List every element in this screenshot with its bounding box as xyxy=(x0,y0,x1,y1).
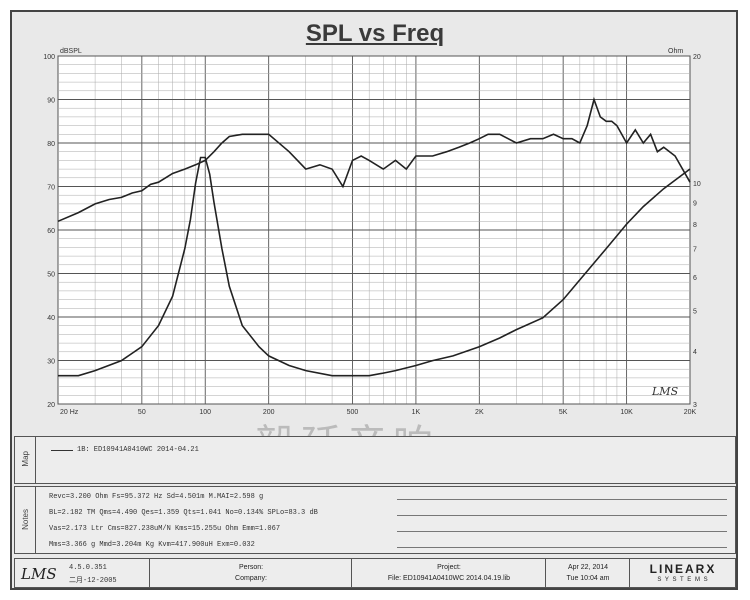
y-right-tick-label: 10 xyxy=(693,181,701,188)
y-left-tick-label: 70 xyxy=(47,185,55,192)
legend-entry: 1B: ED10941A0410WC 2014-04.21 xyxy=(77,446,199,454)
param-line-3: Vas=2.173 Ltr Cms=827.238uM/N Kms=15.255… xyxy=(49,525,281,533)
person-label: Person: xyxy=(238,564,264,571)
y-right-tick-label: 7 xyxy=(693,247,697,254)
version-date: 二月-12-2005 xyxy=(69,577,117,585)
y-right-tick-label: 8 xyxy=(693,222,697,229)
x-tick-label: 500 xyxy=(347,409,359,416)
y-left-tick-label: 40 xyxy=(47,315,55,322)
x-tick-label: 2K xyxy=(475,409,484,416)
param-line-4: Mms=3.366 g Mmd=3.204m Kg Kvm=417.900uH … xyxy=(49,541,255,549)
y-left-tick-label: 90 xyxy=(47,98,55,105)
y-right-tick-label: 4 xyxy=(693,349,697,356)
x-tick-label: 20 Hz xyxy=(60,409,79,416)
y-left-tick-label: 30 xyxy=(47,359,55,366)
y-left-tick-label: 80 xyxy=(47,141,55,148)
x-tick-label: 200 xyxy=(263,409,275,416)
footer-bar: LMS 4.5.0.351 二月-12-2005 Person: Company… xyxy=(14,558,736,588)
y-left-tick-label: 20 xyxy=(47,402,55,409)
y-left-tick-label: 50 xyxy=(47,272,55,279)
x-tick-label: 5K xyxy=(559,409,568,416)
report-date: Apr 22, 2014 xyxy=(567,564,609,571)
x-tick-label: 10K xyxy=(620,409,633,416)
axis-ticks: 20 Hz 50 100 200 500 1K 2K 5K 10K 20K 100 90 80 70 60 5… xyxy=(43,54,701,416)
x-tick-label: 100 xyxy=(199,409,211,416)
x-tick-label: 1K xyxy=(412,409,421,416)
spl-series-line xyxy=(57,96,691,223)
x-tick-label: 50 xyxy=(138,409,146,416)
brand-logo: LINEARX xyxy=(649,562,717,576)
project-label: Project: xyxy=(437,564,461,571)
grid-lines xyxy=(57,55,691,405)
right-axis-unit: Ohm xyxy=(668,48,683,55)
map-section: Map 1B: ED10941A0410WC 2014-04.21 xyxy=(14,436,736,484)
y-right-tick-label: 5 xyxy=(693,308,697,315)
left-axis-unit: dBSPL xyxy=(60,48,82,55)
chart-title: SPL vs Freq xyxy=(305,20,445,47)
notes-section: Notes Revc=3.200 Ohm Fs=95.372 Hz Sd=4.5… xyxy=(14,486,736,554)
report-time: Tue 10:04 am xyxy=(566,575,610,582)
y-right-tick-label: 20 xyxy=(693,54,701,61)
map-label: Map xyxy=(21,451,30,467)
notes-label: Notes xyxy=(21,509,30,530)
y-left-tick-label: 60 xyxy=(47,228,55,235)
plot-logo: LMS xyxy=(651,385,679,398)
company-label: Company: xyxy=(235,575,267,582)
impedance-series-line xyxy=(58,156,691,377)
brand-subtitle: S Y S T E M S xyxy=(657,577,709,583)
footer-logo: LMS xyxy=(21,565,57,583)
param-line-2: BL=2.182 TM Qms=4.490 Qes=1.359 Qts=1.04… xyxy=(49,509,318,517)
version-number: 4.5.0.351 xyxy=(69,564,107,572)
x-tick-label: 20K xyxy=(684,409,697,416)
y-left-tick-label: 100 xyxy=(43,54,55,61)
param-line-1: Revc=3.200 Ohm Fs=95.372 Hz Sd=4.501m M.… xyxy=(49,493,264,501)
legend-line-icon xyxy=(51,450,73,451)
y-right-tick-label: 6 xyxy=(693,275,697,282)
y-right-tick-label: 3 xyxy=(693,402,697,409)
project-file: File: ED10941A0410WC 2014.04.19.lib xyxy=(387,575,511,582)
y-right-tick-label: 9 xyxy=(693,200,697,207)
